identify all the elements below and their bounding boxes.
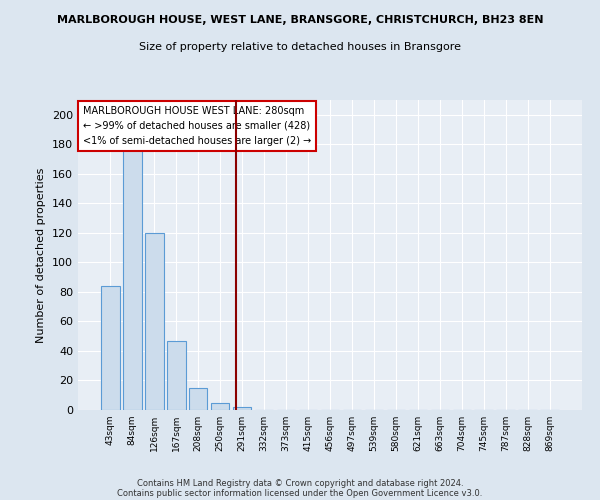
Text: Contains HM Land Registry data © Crown copyright and database right 2024.: Contains HM Land Registry data © Crown c… — [137, 478, 463, 488]
Text: Size of property relative to detached houses in Bransgore: Size of property relative to detached ho… — [139, 42, 461, 52]
Text: MARLBOROUGH HOUSE WEST LANE: 280sqm
← >99% of detached houses are smaller (428)
: MARLBOROUGH HOUSE WEST LANE: 280sqm ← >9… — [83, 106, 311, 146]
Bar — [167, 340, 185, 410]
Bar — [211, 402, 229, 410]
Bar — [145, 233, 164, 410]
Bar — [101, 286, 119, 410]
Text: MARLBOROUGH HOUSE, WEST LANE, BRANSGORE, CHRISTCHURCH, BH23 8EN: MARLBOROUGH HOUSE, WEST LANE, BRANSGORE,… — [57, 15, 543, 25]
Bar — [123, 115, 142, 410]
Bar — [189, 388, 208, 410]
Bar — [233, 407, 251, 410]
Text: Contains public sector information licensed under the Open Government Licence v3: Contains public sector information licen… — [118, 488, 482, 498]
Y-axis label: Number of detached properties: Number of detached properties — [37, 168, 46, 342]
